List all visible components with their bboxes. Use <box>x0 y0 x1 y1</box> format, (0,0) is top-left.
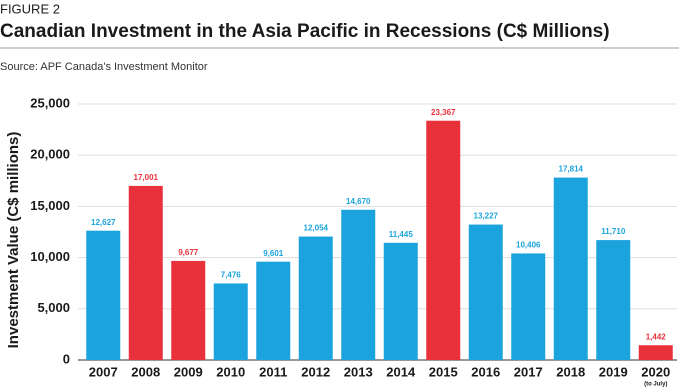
x-tick-label: 2013 <box>344 364 373 379</box>
x-tick-label: 2016 <box>471 364 500 379</box>
bar <box>638 345 673 360</box>
value-label: 12,627 <box>91 218 116 227</box>
bar <box>383 242 418 360</box>
value-label: 23,367 <box>431 108 456 117</box>
figure-label: FIGURE 2 <box>0 1 60 16</box>
x-tick-label: 2007 <box>89 364 118 379</box>
bar <box>553 177 588 360</box>
y-tick-label: 10,000 <box>30 249 70 264</box>
bar <box>468 224 503 360</box>
x-tick-label: 2017 <box>514 364 543 379</box>
value-label: 9,677 <box>178 248 199 257</box>
x-tick-label: 2011 <box>259 364 287 379</box>
x-tick-label: 2018 <box>556 364 585 379</box>
y-axis-label: Investment Value (C$ millions) <box>5 132 22 349</box>
value-label: 11,710 <box>601 227 626 236</box>
y-tick-label: 5,000 <box>37 300 70 315</box>
x-tick-label: 2020 <box>641 364 670 379</box>
bar <box>128 185 163 360</box>
bar <box>86 230 121 360</box>
value-label: 7,476 <box>221 271 242 280</box>
chart-title: Canadian Investment in the Asia Pacific … <box>0 21 610 42</box>
bar <box>213 283 248 360</box>
value-label: 17,814 <box>559 165 584 174</box>
value-label: 11,445 <box>389 230 414 239</box>
y-tick-label: 15,000 <box>30 198 70 213</box>
value-label: 17,001 <box>134 173 159 182</box>
bar <box>256 261 291 360</box>
bar <box>341 209 376 360</box>
value-label: 10,406 <box>516 241 541 250</box>
value-label: 14,670 <box>346 197 371 206</box>
bar <box>596 240 631 360</box>
value-label: 12,054 <box>304 224 329 233</box>
x-tick-label: 2009 <box>174 364 203 379</box>
value-label: 13,227 <box>474 212 499 221</box>
x-tick-label: 2012 <box>301 364 330 379</box>
x-tick-label: 2008 <box>131 364 160 379</box>
x-tick-label: 2010 <box>216 364 245 379</box>
value-label: 1,442 <box>646 332 667 341</box>
x-tick-label: 2019 <box>599 364 628 379</box>
x-tick-label: 2015 <box>429 364 458 379</box>
value-label: 9,601 <box>263 249 284 258</box>
source: Source: APF Canada's Investment Monitor <box>0 61 208 73</box>
x-tick-sublabel: (to July) <box>644 382 667 388</box>
bar <box>298 236 333 360</box>
bar <box>511 253 546 360</box>
bar <box>426 120 461 360</box>
bar <box>171 260 206 360</box>
x-tick-label: 2014 <box>386 364 416 379</box>
y-tick-label: 25,000 <box>30 95 70 110</box>
y-tick-label: 20,000 <box>30 147 70 162</box>
y-tick-label: 0 <box>63 351 70 366</box>
